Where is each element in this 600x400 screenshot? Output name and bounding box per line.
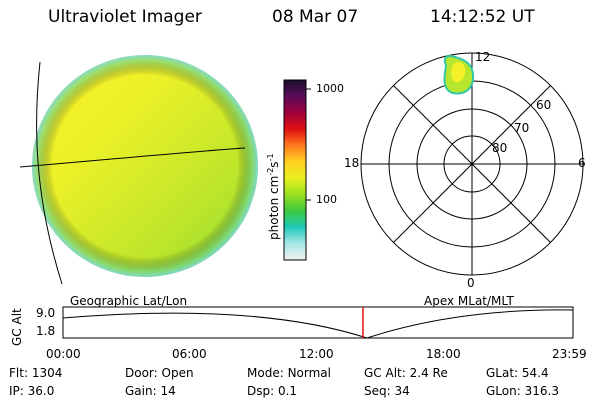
altitude-axis-label: GC Alt bbox=[10, 308, 24, 346]
magnetic-grid-label: Apex MLat/MLT bbox=[424, 294, 514, 308]
polar-mlat-mlt-plot: 12 18 6 0 60 70 80 bbox=[344, 50, 586, 290]
colorbar-unit-label: photon cm-2s-1 bbox=[266, 153, 281, 240]
info-glon: GLon: 316.3 bbox=[486, 384, 559, 398]
info-door: Door: Open bbox=[125, 366, 194, 380]
time-tick-1200: 12:00 bbox=[299, 347, 334, 361]
mlat-label-70: 70 bbox=[514, 121, 529, 135]
colorbar-gradient bbox=[283, 79, 307, 261]
altitude-tick-low: 1.8 bbox=[36, 324, 56, 338]
observation-time: 14:12:52 UT bbox=[430, 7, 535, 27]
time-tick-0000: 00:00 bbox=[46, 347, 81, 361]
altitude-track-plot bbox=[62, 306, 574, 339]
info-seq: Seq: 34 bbox=[364, 384, 410, 398]
altitude-tick-high: 9.0 bbox=[36, 306, 56, 320]
mlat-label-80: 80 bbox=[492, 141, 507, 155]
info-ip: IP: 36.0 bbox=[9, 384, 55, 398]
time-tick-2359: 23:59 bbox=[552, 347, 587, 361]
info-dsp: Dsp: 0.1 bbox=[247, 384, 298, 398]
earth-limb bbox=[32, 55, 258, 277]
instrument-title: Ultraviolet Imager bbox=[48, 7, 202, 27]
colorbar-scale bbox=[283, 79, 311, 261]
geographic-grid-label: Geographic Lat/Lon bbox=[70, 294, 188, 308]
mlt-label-0: 0 bbox=[467, 276, 475, 290]
time-tick-0600: 06:00 bbox=[172, 347, 207, 361]
colorbar-tick-high: 1000 bbox=[316, 82, 344, 95]
uv-image-geographic bbox=[19, 55, 258, 285]
mlat-label-60: 60 bbox=[536, 98, 551, 112]
colorbar-tick-mid: 100 bbox=[316, 193, 337, 206]
info-gc-alt: GC Alt: 2.4 Re bbox=[364, 366, 448, 380]
info-flight: Flt: 1304 bbox=[9, 366, 63, 380]
altitude-plot-frame bbox=[62, 306, 574, 339]
observation-date: 08 Mar 07 bbox=[272, 7, 359, 27]
mlt-label-6: 6 bbox=[578, 156, 586, 170]
info-mode: Mode: Normal bbox=[247, 366, 331, 380]
altitude-curve bbox=[62, 309, 574, 339]
latitude-line bbox=[19, 147, 246, 168]
aurora-core bbox=[451, 61, 466, 83]
mlt-label-12: 12 bbox=[475, 50, 490, 64]
info-gain: Gain: 14 bbox=[125, 384, 176, 398]
mlt-label-18: 18 bbox=[344, 156, 359, 170]
mlt-line-diagonal bbox=[393, 85, 551, 243]
time-tick-1800: 18:00 bbox=[426, 347, 461, 361]
info-glat: GLat: 54.4 bbox=[486, 366, 549, 380]
